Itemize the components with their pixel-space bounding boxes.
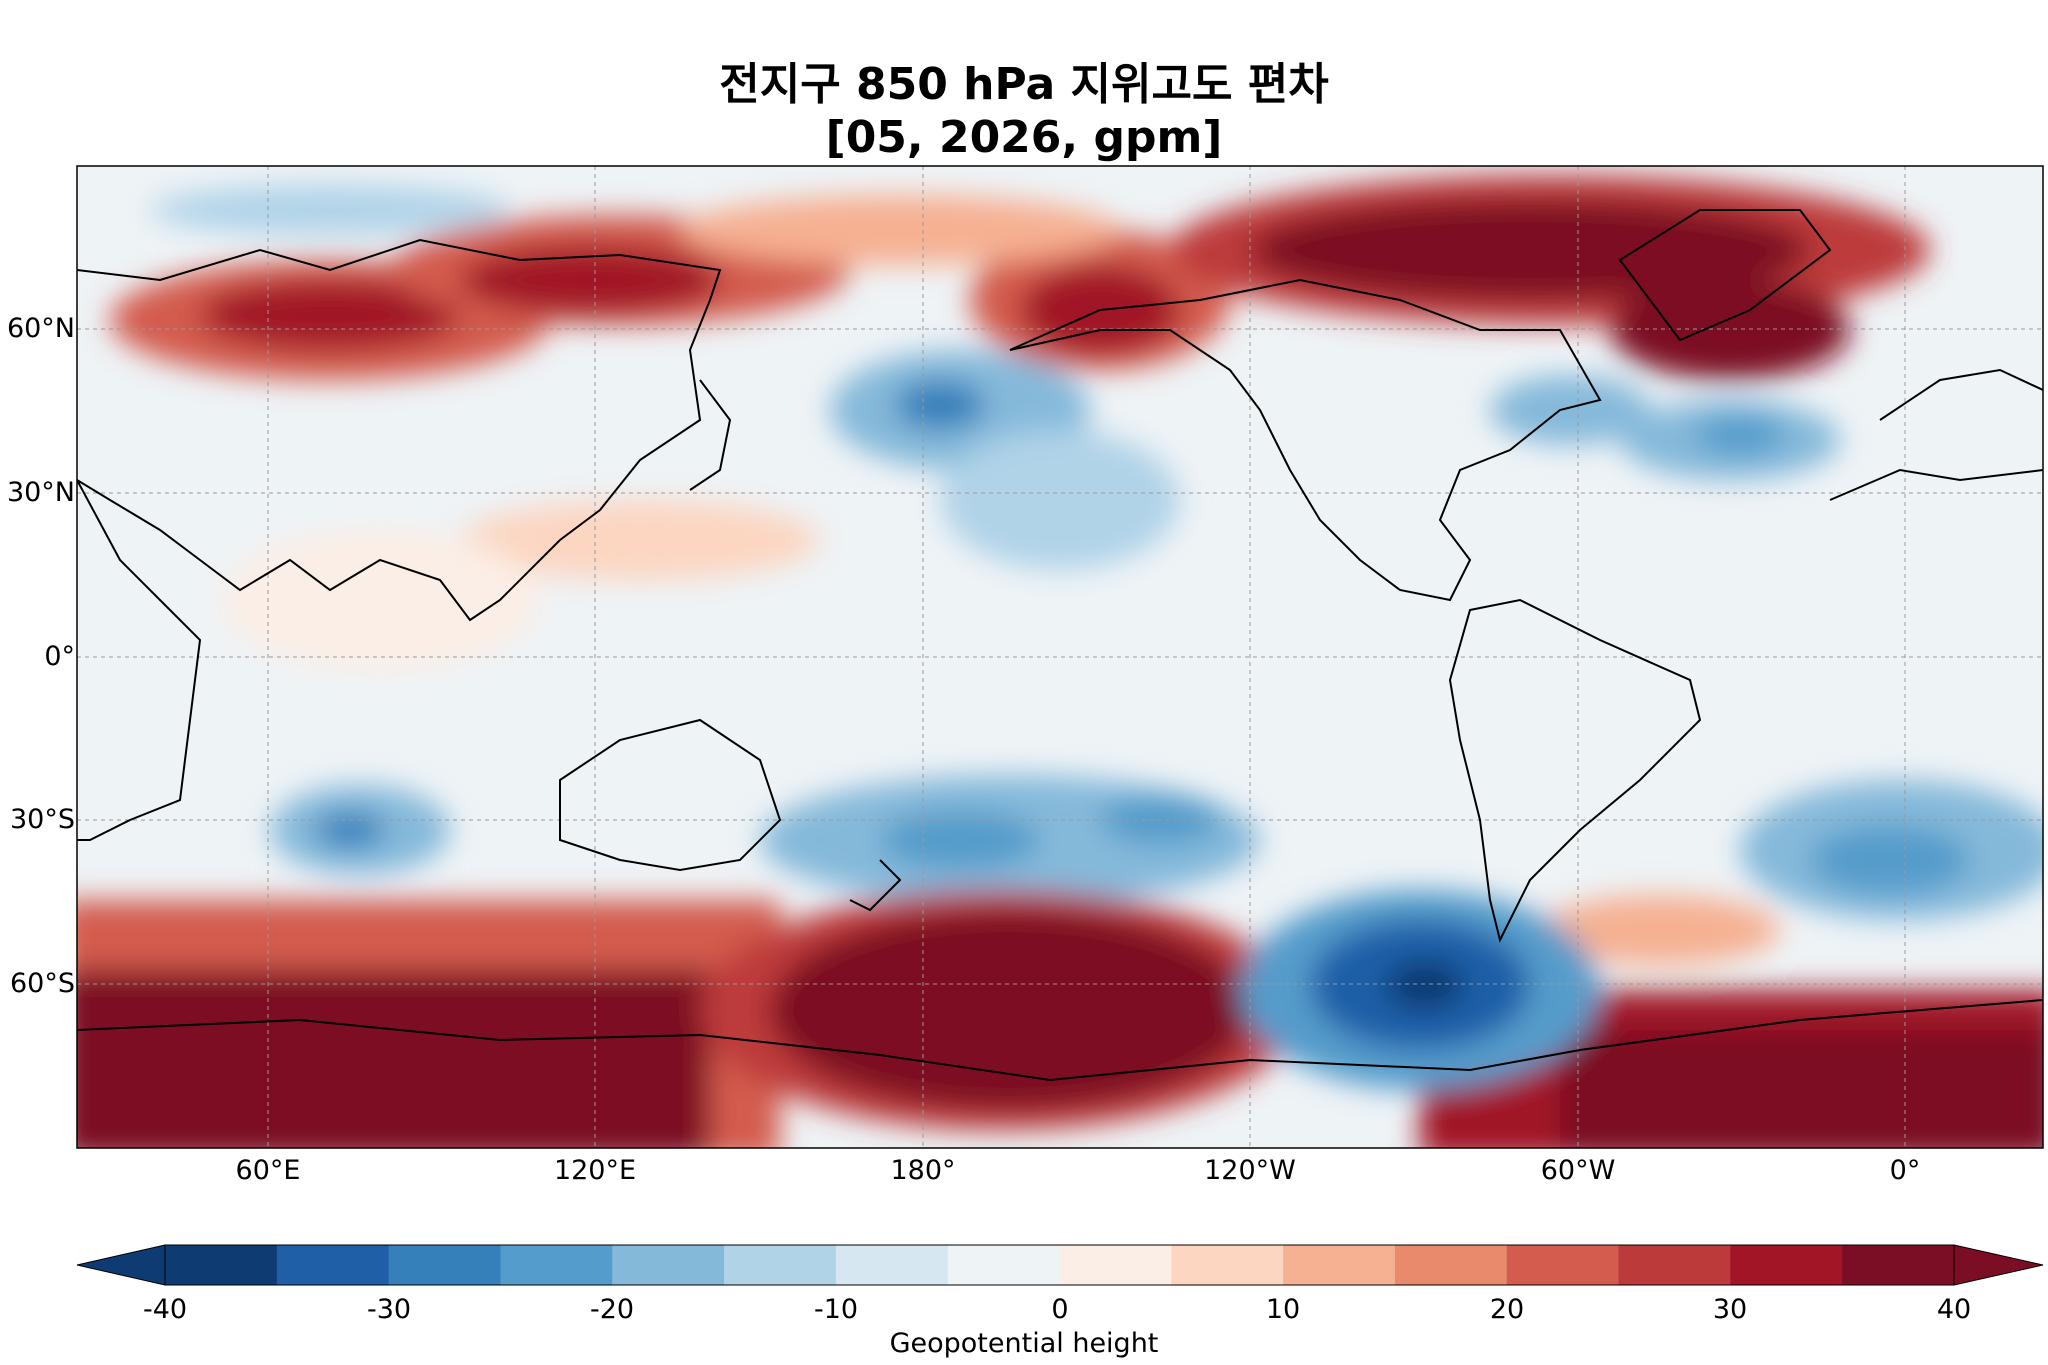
anomaly-field bbox=[77, 166, 2043, 1148]
colorbar-swatch bbox=[1283, 1245, 1396, 1285]
lat-tick-label: 30°S bbox=[10, 804, 75, 835]
colorbar-tick-label: 20 bbox=[1489, 1294, 1525, 1325]
colorbar-swatch bbox=[165, 1245, 278, 1285]
coastline-europe bbox=[1829, 368, 2043, 501]
colorbar-swatch bbox=[1842, 1245, 1955, 1285]
anomaly-patch bbox=[150, 185, 510, 235]
anomaly-patch bbox=[315, 812, 385, 848]
colorbar-tick-label: -20 bbox=[589, 1294, 635, 1325]
colorbar-tick-label: -30 bbox=[366, 1294, 412, 1325]
coastline-australia bbox=[559, 718, 782, 872]
coastline-japan bbox=[689, 379, 732, 491]
anomaly-patch bbox=[1810, 825, 1970, 895]
lon-tick-label: 60°E bbox=[235, 1155, 301, 1186]
colorbar-swatch bbox=[1618, 1245, 1731, 1285]
anomaly-patch bbox=[1610, 280, 1850, 380]
colorbar-tick-label: 40 bbox=[1936, 1294, 1972, 1325]
anomaly-patch bbox=[680, 195, 1120, 265]
colorbar bbox=[76, 1244, 2044, 1286]
colorbar-extend-high bbox=[1953, 1244, 2044, 1286]
anomaly-patch bbox=[880, 810, 1040, 870]
map-subtitle: [05, 2026, gpm] bbox=[825, 112, 1223, 163]
map-frame bbox=[76, 165, 2044, 1149]
anomaly-patch bbox=[200, 280, 460, 350]
colorbar-tick-label: 30 bbox=[1712, 1294, 1748, 1325]
gridlines bbox=[77, 166, 2043, 1148]
anomaly-patch bbox=[460, 245, 720, 315]
anomaly-patch bbox=[220, 530, 540, 670]
lat-tick-label: 30°N bbox=[6, 477, 75, 508]
coastline-south-america bbox=[1448, 598, 1702, 943]
colorbar-tick-label: 10 bbox=[1265, 1294, 1301, 1325]
colorbar-tick-label: -40 bbox=[142, 1294, 188, 1325]
lon-tick-label: 60°W bbox=[1540, 1155, 1616, 1186]
coastline-new-zealand bbox=[849, 859, 902, 912]
colorbar-swatch bbox=[1059, 1245, 1172, 1285]
colorbar-frame bbox=[164, 1244, 1955, 1286]
colorbar-swatch bbox=[1394, 1245, 1508, 1285]
coastline-africa bbox=[77, 479, 202, 841]
colorbar-swatch bbox=[724, 1245, 837, 1285]
colorbar-tick-label: -10 bbox=[813, 1294, 859, 1325]
colorbar-swatch bbox=[388, 1245, 501, 1285]
lon-tick-label: 120°E bbox=[553, 1155, 637, 1186]
colorbar-swatch bbox=[1171, 1245, 1284, 1285]
colorbar-swatch bbox=[1506, 1245, 1620, 1285]
anomaly-patch bbox=[1385, 960, 1465, 1010]
colorbar-tick-label: 0 bbox=[1051, 1294, 1069, 1325]
anomaly-patch bbox=[770, 910, 1250, 1110]
anomaly-patch bbox=[460, 500, 820, 580]
coastline-antarctica bbox=[77, 999, 2043, 1082]
coastline-north-america bbox=[1009, 278, 1602, 602]
colorbar-swatches bbox=[165, 1245, 1955, 1285]
colorbar-swatch bbox=[612, 1245, 725, 1285]
anomaly-patch bbox=[1250, 200, 1810, 300]
lat-tick-label: 60°S bbox=[10, 968, 75, 999]
anomaly-patch bbox=[1490, 375, 1650, 445]
colorbar-swatch bbox=[276, 1245, 390, 1285]
anomaly-patch bbox=[940, 430, 1180, 570]
lon-tick-label: 0° bbox=[1889, 1155, 1921, 1186]
coastline-eurasia bbox=[77, 238, 722, 622]
colorbar-swatch bbox=[835, 1245, 949, 1285]
colorbar-extend-low bbox=[76, 1244, 166, 1286]
lon-tick-label: 180° bbox=[890, 1155, 956, 1186]
lat-tick-label: 60°N bbox=[6, 313, 75, 344]
coastline-greenland bbox=[1618, 209, 1832, 342]
lat-tick-label: 0° bbox=[44, 641, 75, 672]
colorbar-swatch bbox=[500, 1245, 613, 1285]
anomaly-patch bbox=[1560, 1030, 2043, 1148]
coastlines bbox=[77, 209, 2043, 1082]
colorbar-swatch bbox=[1730, 1245, 1843, 1285]
anomaly-patch bbox=[1695, 415, 1785, 455]
map-title: 전지구 850 hPa 지위고도 편차 bbox=[719, 59, 1329, 110]
anomaly-patch bbox=[895, 380, 985, 430]
anomaly-patch bbox=[1540, 895, 1780, 965]
colorbar-label: Geopotential height bbox=[889, 1328, 1159, 1359]
colorbar-swatch bbox=[947, 1245, 1060, 1285]
anomaly-patch bbox=[77, 970, 710, 1148]
lon-tick-label: 120°W bbox=[1204, 1155, 1296, 1186]
